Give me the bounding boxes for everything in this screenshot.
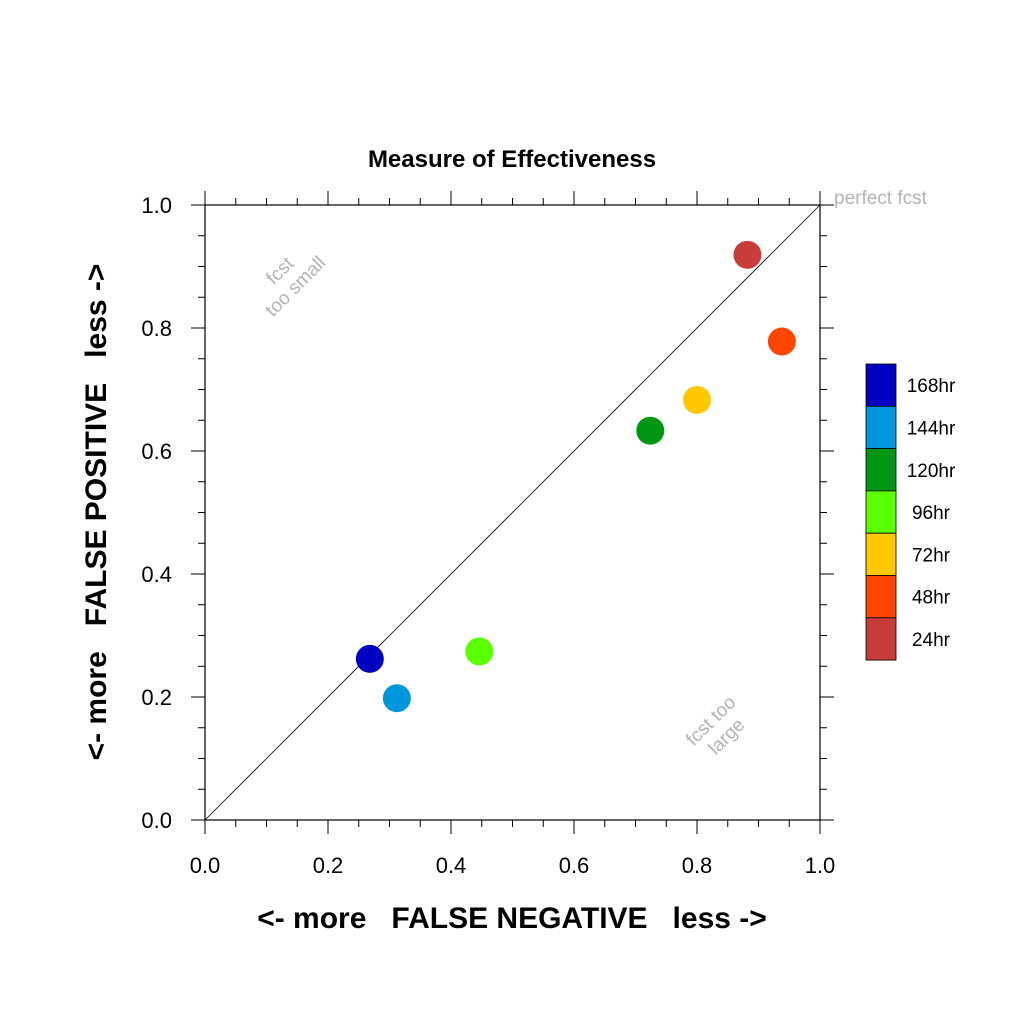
- legend-label-120hr: 120hr: [907, 461, 956, 482]
- data-point-24hr: [733, 240, 762, 269]
- y-tick-label: 1.0: [141, 193, 172, 218]
- tick-labels: 0.0 0.2 0.4 0.6 0.8 1.0 0.0 0.2 0.4 0.6 0.8 1.0: [141, 193, 835, 878]
- plot-frame: [204, 204, 821, 821]
- legend-label-24hr: 24hr: [912, 630, 951, 651]
- y-axis-title: <- more FALSE POSITIVE less ->: [80, 264, 113, 761]
- legend: 168hr 144hr 120hr 96hr 72hr 48hr 24hr: [865, 363, 956, 661]
- x-tick-label: 1.0: [805, 853, 836, 878]
- y-tick-label: 0.0: [141, 808, 172, 833]
- x-tick-label: 0.8: [682, 853, 713, 878]
- legend-label-168hr: 168hr: [907, 376, 956, 397]
- perfect-forecast-line: [204, 204, 821, 821]
- annotation-fcst-too-large: fcst too large: [682, 692, 749, 759]
- data-point-96hr: [465, 637, 494, 666]
- data-points: [355, 240, 796, 713]
- legend-swatch-24hr: [865, 617, 897, 661]
- annotation-small-line2: too small: [262, 253, 331, 322]
- legend-swatch-168hr: [865, 363, 897, 407]
- y-tick-label: 0.4: [141, 562, 172, 587]
- y-tick-label: 0.8: [141, 316, 172, 341]
- legend-swatch-144hr: [865, 405, 897, 449]
- x-axis-title: <- more FALSE NEGATIVE less ->: [257, 902, 767, 935]
- x-tick-label: 0.0: [190, 853, 221, 878]
- x-tick-label: 0.2: [313, 853, 344, 878]
- y-tick-label: 0.6: [141, 439, 172, 464]
- data-point-144hr: [382, 684, 411, 713]
- x-tick-label: 0.6: [559, 853, 590, 878]
- legend-swatch-120hr: [865, 448, 897, 492]
- legend-swatch-96hr: [865, 490, 897, 534]
- data-point-72hr: [683, 385, 711, 414]
- legend-label-48hr: 48hr: [912, 588, 951, 609]
- y-tick-label: 0.2: [141, 685, 172, 710]
- data-point-120hr: [636, 416, 665, 445]
- axis-ticks: [191, 191, 834, 834]
- annotation-fcst-too-small: fcst too small: [262, 253, 331, 322]
- legend-label-96hr: 96hr: [912, 503, 951, 524]
- data-point-168hr: [355, 644, 384, 673]
- legend-swatch-48hr: [865, 575, 897, 619]
- legend-label-144hr: 144hr: [907, 418, 956, 439]
- legend-swatch-72hr: [865, 532, 897, 576]
- data-point-48hr: [767, 327, 796, 356]
- x-tick-label: 0.4: [436, 853, 467, 878]
- chart-title: Measure of Effectiveness: [368, 146, 656, 173]
- annotation-perfect-fcst: perfect fcst: [834, 188, 928, 209]
- legend-label-72hr: 72hr: [912, 545, 951, 566]
